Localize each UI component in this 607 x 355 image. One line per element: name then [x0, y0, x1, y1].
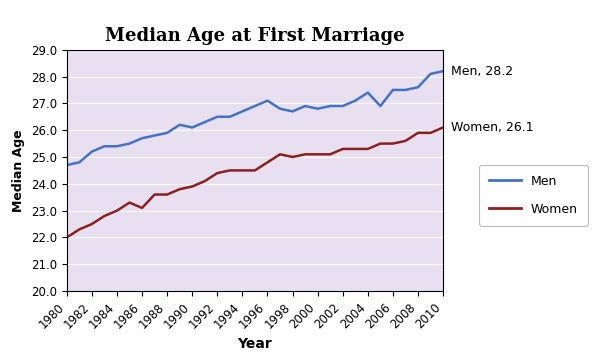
- Y-axis label: Median Age: Median Age: [12, 129, 25, 212]
- X-axis label: Year: Year: [237, 337, 273, 351]
- Text: Men, 28.2: Men, 28.2: [452, 65, 514, 78]
- Title: Median Age at First Marriage: Median Age at First Marriage: [105, 27, 405, 45]
- Text: Women, 26.1: Women, 26.1: [452, 121, 534, 134]
- Legend: Men, Women: Men, Women: [480, 165, 588, 225]
